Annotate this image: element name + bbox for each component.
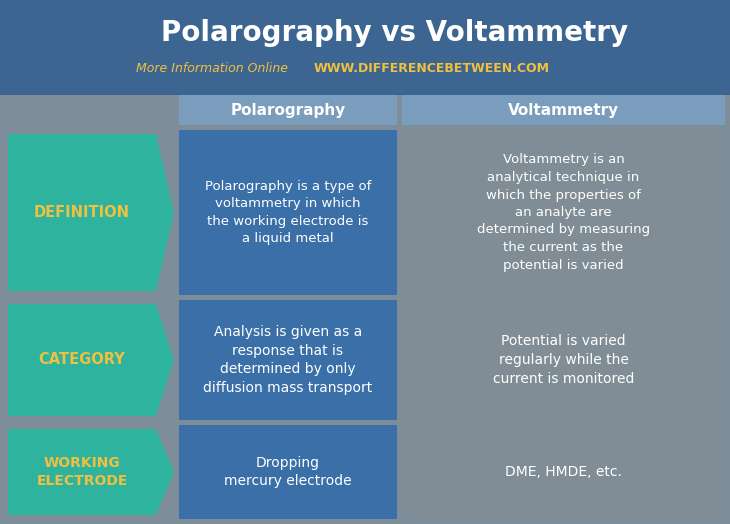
FancyBboxPatch shape — [179, 130, 397, 295]
FancyBboxPatch shape — [179, 95, 397, 125]
Text: DEFINITION: DEFINITION — [34, 205, 130, 220]
Text: DME, HMDE, etc.: DME, HMDE, etc. — [505, 465, 622, 479]
Text: WWW.DIFFERENCEBETWEEN.COM: WWW.DIFFERENCEBETWEEN.COM — [314, 62, 550, 75]
Text: Polarography is a type of
voltammetry in which
the working electrode is
a liquid: Polarography is a type of voltammetry in… — [205, 180, 371, 245]
Text: Voltammetry: Voltammetry — [508, 103, 619, 117]
Text: Dropping
mercury electrode: Dropping mercury electrode — [224, 455, 352, 488]
Text: Potential is varied
regularly while the
current is monitored: Potential is varied regularly while the … — [493, 334, 634, 386]
Text: Polarography: Polarography — [231, 103, 345, 117]
Polygon shape — [8, 429, 174, 515]
Polygon shape — [8, 134, 174, 291]
FancyBboxPatch shape — [402, 95, 725, 125]
Text: Voltammetry is an
analytical technique in
which the properties of
an analyte are: Voltammetry is an analytical technique i… — [477, 154, 650, 271]
Text: More Information Online: More Information Online — [136, 62, 288, 75]
FancyBboxPatch shape — [402, 300, 725, 420]
FancyBboxPatch shape — [179, 300, 397, 420]
Text: Analysis is given as a
response that is
determined by only
diffusion mass transp: Analysis is given as a response that is … — [204, 324, 372, 396]
Text: Polarography vs Voltammetry: Polarography vs Voltammetry — [161, 19, 629, 47]
Polygon shape — [8, 304, 174, 416]
FancyBboxPatch shape — [0, 0, 730, 95]
FancyBboxPatch shape — [402, 130, 725, 295]
Text: CATEGORY: CATEGORY — [39, 353, 126, 367]
FancyBboxPatch shape — [402, 425, 725, 519]
Text: WORKING
ELECTRODE: WORKING ELECTRODE — [36, 456, 128, 488]
FancyBboxPatch shape — [179, 425, 397, 519]
